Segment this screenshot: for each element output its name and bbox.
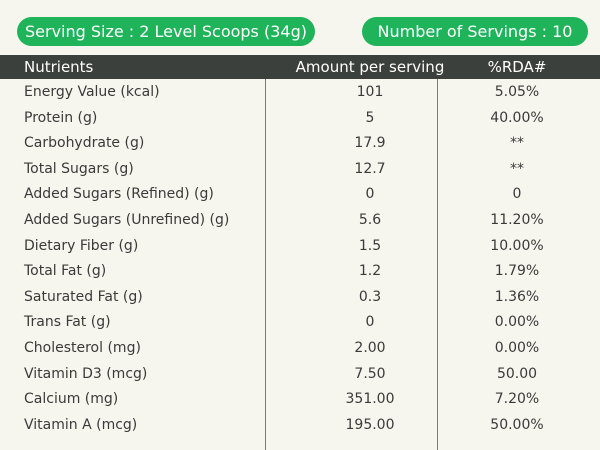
header-cell: %RDA# (487, 58, 547, 76)
rda: 1.79% (494, 263, 540, 280)
rda: 0.00% (494, 340, 540, 356)
rda: ** (510, 160, 524, 177)
column-divider (265, 79, 266, 450)
nutrient-name: Energy Value (kcal) (24, 84, 160, 100)
nutrient-name: Total Sugars (g) (24, 160, 134, 177)
table-header (0, 55, 600, 79)
nutrient-name: Vitamin A (mcg) (24, 416, 138, 433)
nutrient-name: Trans Fat (g) (24, 314, 111, 331)
rda: ** (510, 135, 524, 152)
rda: 10.00% (490, 237, 544, 254)
nutrient-name: Dietary Fiber (g) (24, 237, 139, 254)
amount: 0.3 (358, 288, 382, 305)
amount: 2.00 (354, 340, 386, 356)
nutrient-name: Protein (g) (24, 109, 98, 126)
rda: 50.00% (490, 416, 544, 433)
amount: 1.2 (358, 263, 382, 280)
column-divider (437, 79, 438, 450)
rda: 7.20% (494, 391, 540, 408)
rda: 40.00% (490, 109, 544, 126)
amount: 17.9 (354, 135, 386, 152)
nutrient-name: Added Sugars (Refined) (g) (24, 186, 214, 203)
rda: 0.00% (494, 314, 540, 331)
nutrient-name: Total Fat (g) (24, 263, 107, 280)
amount: 5 (365, 109, 375, 126)
amount: 5.6 (358, 212, 382, 228)
rda: 1.36% (494, 288, 540, 305)
amount: 101 (356, 84, 384, 100)
nutrient-name: Carbohydrate (g) (24, 135, 145, 152)
amount: 351.00 (345, 391, 395, 408)
serving-size-badge: Serving Size : 2 Level Scoops (34g) (17, 17, 315, 46)
amount: 1.5 (358, 237, 382, 254)
amount: 7.50 (354, 365, 386, 382)
rda: 5.05% (494, 84, 540, 100)
amount: 12.7 (354, 160, 386, 177)
rda: 50.00 (496, 365, 538, 382)
nutrient-name: Added Sugars (Unrefined) (g) (24, 212, 230, 228)
amount: 0 (365, 186, 375, 203)
rda: 0 (512, 186, 522, 203)
amount: 195.00 (345, 416, 395, 433)
nutrient-name: Saturated Fat (g) (24, 288, 143, 305)
amount: 0 (365, 314, 375, 331)
nutrient-name: Calcium (mg) (24, 391, 119, 408)
rda: 11.20% (490, 212, 544, 228)
servings-badge: Number of Servings : 10 (362, 17, 588, 46)
header-cell: Nutrients (24, 58, 94, 76)
nutrient-name: Cholesterol (mg) (24, 340, 141, 356)
header-cell: Amount per serving (295, 58, 445, 76)
nutrient-name: Vitamin D3 (mcg) (24, 365, 148, 382)
